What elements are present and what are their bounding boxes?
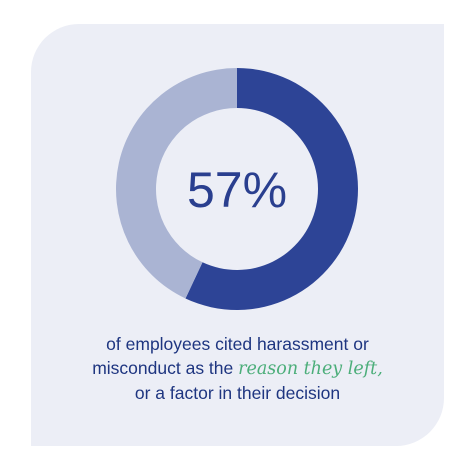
donut-slice-remainder — [116, 68, 237, 299]
caption: of employees cited harassment or miscond… — [31, 332, 444, 405]
caption-line-3: or a factor in their decision — [134, 383, 341, 403]
caption-line-1: of employees cited harassment or — [106, 334, 369, 354]
center-percentage: 57% — [187, 162, 287, 218]
caption-line-2-start: misconduct as the — [92, 358, 234, 378]
donut-slice-primary — [185, 68, 359, 310]
caption-emphasis: reason they left, — [238, 359, 383, 379]
caption-line-2: misconduct as the reason they left, — [31, 356, 444, 381]
donut-slices — [116, 68, 359, 310]
donut-chart: 57% — [116, 68, 359, 310]
